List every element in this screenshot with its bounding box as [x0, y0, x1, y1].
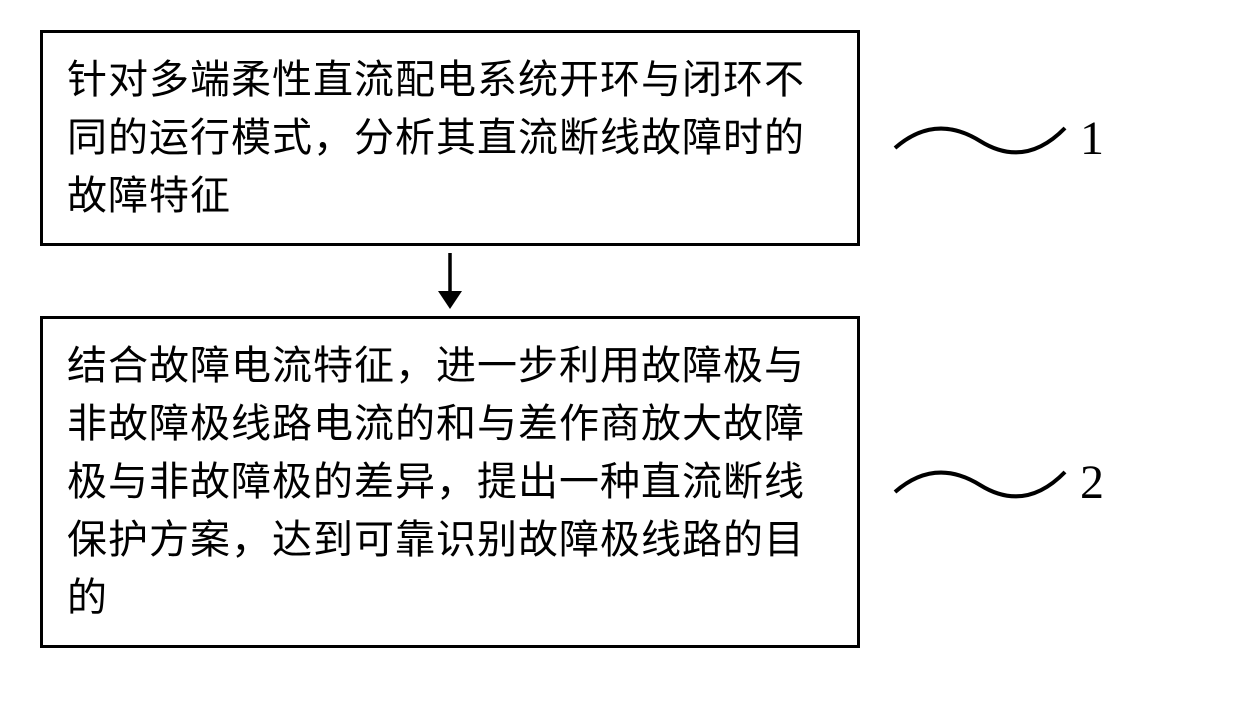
- node-1-label: 1: [1080, 111, 1104, 166]
- node-1-text: 针对多端柔性直流配电系统开环与闭环不同的运行模式，分析其直流断线故障时的故障特征: [67, 51, 833, 225]
- arrow-container: [40, 246, 860, 316]
- label-connector-2: 2: [890, 447, 1104, 517]
- tilde-icon: [890, 447, 1070, 517]
- flowchart-row-1: 针对多端柔性直流配电系统开环与闭环不同的运行模式，分析其直流断线故障时的故障特征…: [40, 30, 1200, 246]
- flowchart-node-1: 针对多端柔性直流配电系统开环与闭环不同的运行模式，分析其直流断线故障时的故障特征: [40, 30, 860, 246]
- label-connector-1: 1: [890, 103, 1104, 173]
- tilde-icon: [890, 103, 1070, 173]
- flowchart-node-2: 结合故障电流特征，进一步利用故障极与非故障极线路电流的和与差作商放大故障极与非故…: [40, 316, 860, 648]
- arrow-down-icon: [430, 251, 470, 311]
- flowchart-row-2: 结合故障电流特征，进一步利用故障极与非故障极线路电流的和与差作商放大故障极与非故…: [40, 316, 1200, 648]
- flowchart-container: 针对多端柔性直流配电系统开环与闭环不同的运行模式，分析其直流断线故障时的故障特征…: [40, 30, 1200, 648]
- node-2-text: 结合故障电流特征，进一步利用故障极与非故障极线路电流的和与差作商放大故障极与非故…: [67, 337, 833, 627]
- node-2-label: 2: [1080, 455, 1104, 510]
